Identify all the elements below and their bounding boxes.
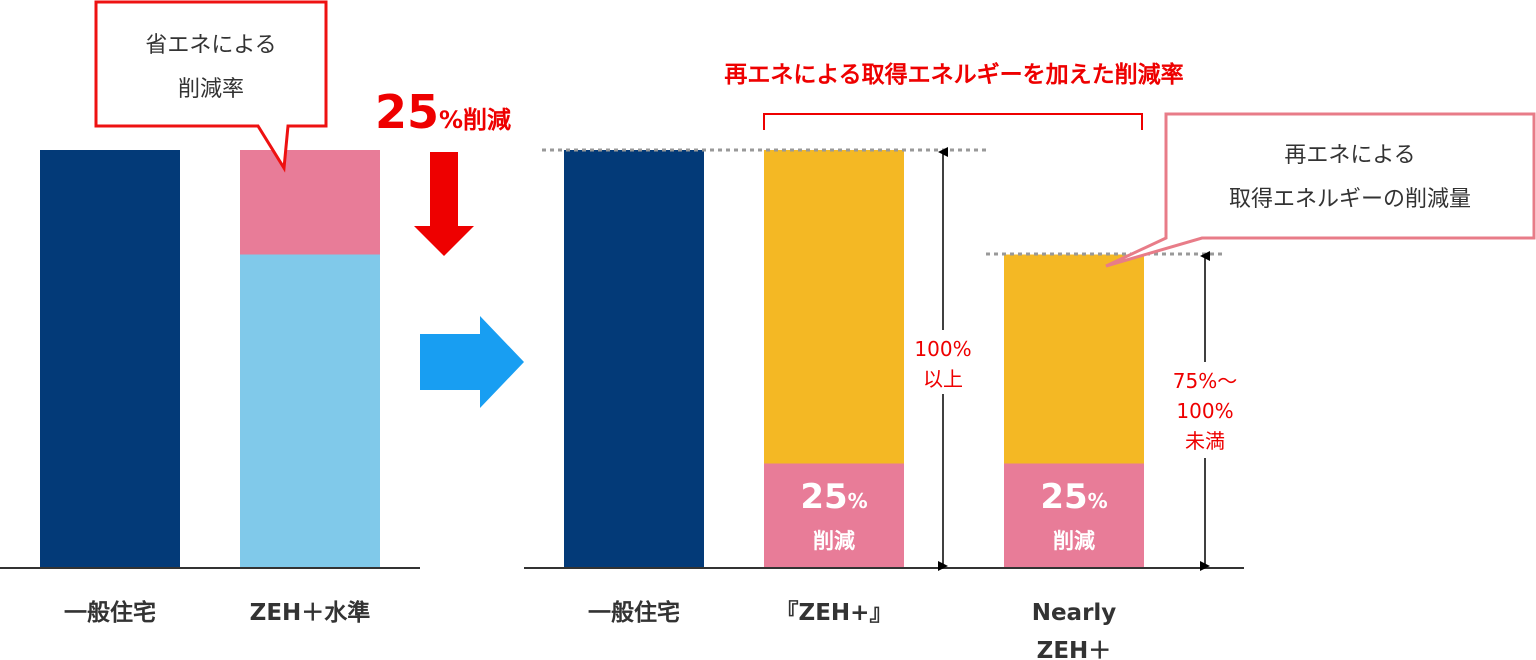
bracket xyxy=(763,113,1143,130)
bracket-title: 再エネによる取得エネルギーを加えた削減率 xyxy=(724,61,1183,88)
right-chart: 再エネによる取得エネルギーを加えた削減率 25% 削減 25% 削減 100% … xyxy=(524,61,1536,660)
bar-label-zeh-plus-quoted: 25% 削減 xyxy=(800,477,867,553)
callout-line: 削減率 xyxy=(178,77,244,102)
category-label-line: Nearly xyxy=(1032,600,1117,626)
right-category-label: Nearly ZEH＋ xyxy=(1032,600,1117,660)
reduction-label: 25%削減 xyxy=(375,85,511,139)
left-chart: 一般住宅 ZEH＋水準 省エネによる 削減率 25%削減 xyxy=(0,0,511,626)
bar-zeh-plus-level-base xyxy=(240,254,380,568)
bar-general-house-right xyxy=(564,150,704,568)
right-category-label: 一般住宅 xyxy=(588,599,680,626)
category-label-line: ZEH＋ xyxy=(1037,638,1112,660)
callout-box xyxy=(94,0,328,173)
range-label-line: 100% xyxy=(1176,399,1233,423)
renewable-callout: 再エネによる 取得エネルギーの削減量 xyxy=(1105,112,1536,268)
range-label-line: 100% xyxy=(914,337,971,361)
energy-saving-callout: 省エネによる 削減率 xyxy=(94,0,328,173)
callout-line: 省エネによる xyxy=(145,33,276,58)
range-label-line: 以上 xyxy=(923,367,963,391)
bar-general-house-left xyxy=(40,150,180,568)
callout-box xyxy=(1105,112,1536,268)
range-label-bg xyxy=(1162,362,1248,458)
bar-zeh-plus-quoted-reduction xyxy=(764,463,904,568)
range-label-line: 未満 xyxy=(1185,429,1225,453)
bar-zeh-plus-quoted-renewable xyxy=(764,150,904,464)
callout-line: 取得エネルギーの削減量 xyxy=(1229,187,1471,212)
bar-label-text: 削減 xyxy=(1053,529,1095,553)
callout-line: 再エネによる xyxy=(1284,143,1415,168)
left-category-label: 一般住宅 xyxy=(64,599,156,626)
bar-label-value: 25% xyxy=(1040,477,1107,517)
left-category-label: ZEH＋水準 xyxy=(250,599,371,626)
reduction-suffix: %削減 xyxy=(439,106,511,134)
bar-label-value: 25% xyxy=(800,477,867,517)
range-label-bg xyxy=(908,330,980,394)
blue-right-arrow-icon xyxy=(420,316,524,408)
bar-label-text: 削減 xyxy=(813,529,855,553)
bar-nearly-zeh-reduction xyxy=(1004,463,1144,568)
bar-nearly-zeh-renewable xyxy=(1004,254,1144,464)
range-label-line: 75%～ xyxy=(1173,369,1237,393)
right-category-label: 『ZEH+』 xyxy=(776,599,893,626)
bar-label-nearly-zeh: 25% 削減 xyxy=(1040,477,1107,553)
bar-zeh-plus-level-reduction xyxy=(240,150,380,255)
reduction-number: 25 xyxy=(375,85,439,139)
red-down-arrow-icon xyxy=(414,152,474,256)
